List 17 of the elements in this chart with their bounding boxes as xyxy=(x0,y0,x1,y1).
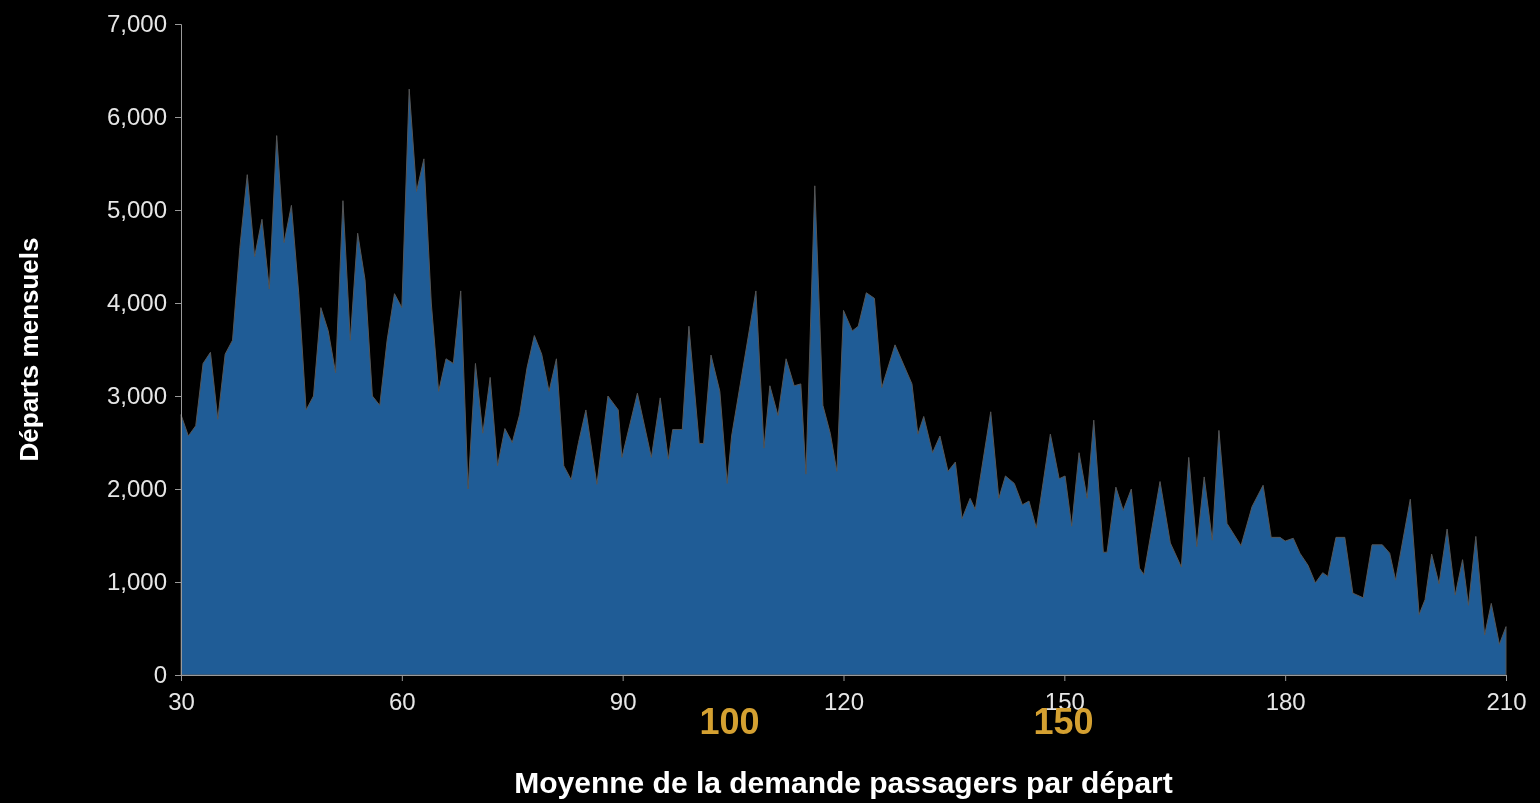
y-tick-label: 1,000 xyxy=(106,568,167,596)
x-tick-label: 30 xyxy=(168,688,195,716)
y-axis-title: Départs mensuels xyxy=(14,237,44,462)
x-tick-label: 90 xyxy=(609,688,637,716)
y-tick-label: 0 xyxy=(153,661,167,689)
x-tick-label: 210 xyxy=(1486,688,1527,716)
x-tick-label: 60 xyxy=(388,688,416,716)
y-tick-label: 6,000 xyxy=(106,103,167,131)
text: 100 xyxy=(699,700,760,742)
x-axis-title: Moyenne de la demande passagers par départ xyxy=(514,766,1173,799)
y-tick-label: 3,000 xyxy=(106,382,167,410)
x-tick-label: 180 xyxy=(1265,688,1306,716)
y-tick-label: 4,000 xyxy=(106,289,167,317)
y-tick-label: 2,000 xyxy=(106,475,167,503)
x-tick-label: 120 xyxy=(823,688,865,716)
y-tick-label: 5,000 xyxy=(106,196,167,224)
y-tick-label: 7,000 xyxy=(106,10,167,38)
